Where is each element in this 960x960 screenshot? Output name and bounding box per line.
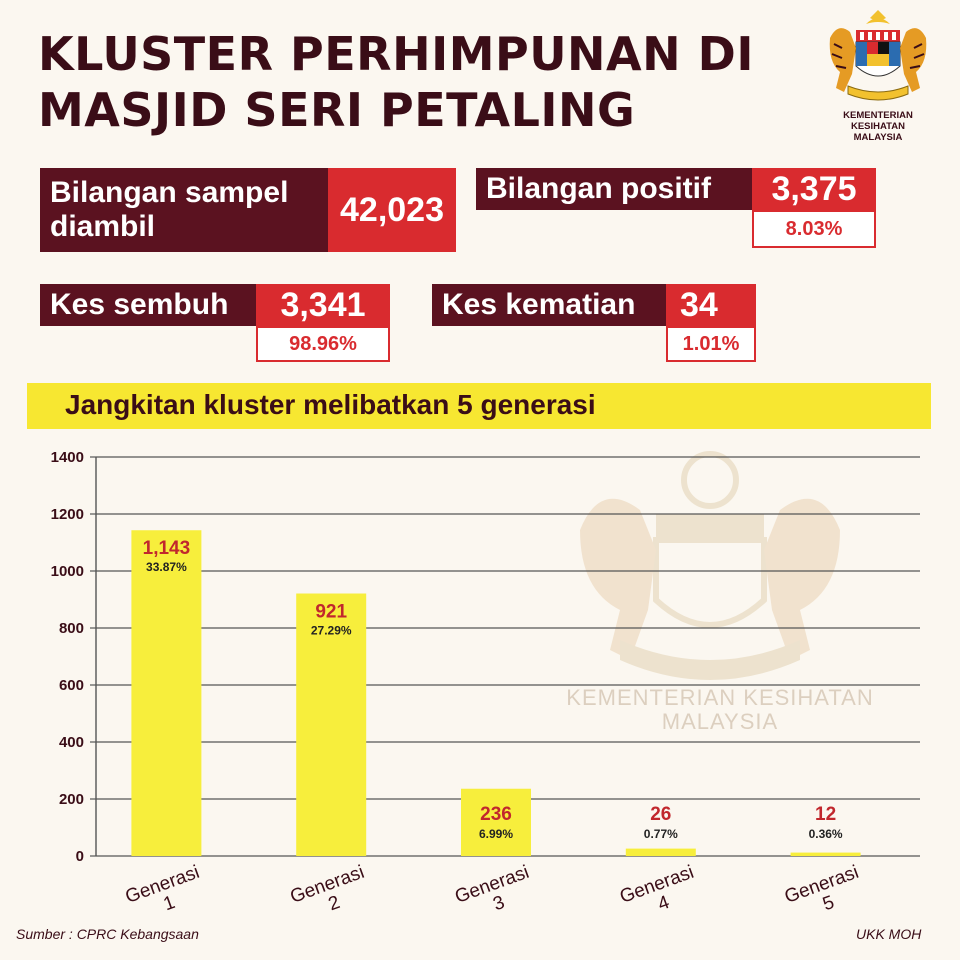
y-tick-label: 600 xyxy=(59,677,84,694)
y-tick-label: 1000 xyxy=(51,563,84,580)
y-tick-label: 800 xyxy=(59,620,84,637)
page-title: KLUSTER PERHIMPUNAN DI MASJID SERI PETAL… xyxy=(38,26,798,138)
deaths-label: Kes kematian xyxy=(432,284,672,326)
bar-value-label: 1,143 xyxy=(143,538,191,559)
watermark-line-1: KEMENTERIAN KESIHATAN xyxy=(566,685,874,710)
ministry-name-line-2: MALAYSIA xyxy=(853,132,903,143)
bar-value-label: 236 xyxy=(480,804,512,825)
bar-value-label: 921 xyxy=(315,602,347,623)
samples-label: Bilangan sampel diambil xyxy=(40,168,336,252)
source-note: Sumber : CPRC Kebangsaan xyxy=(16,926,199,942)
y-tick-label: 400 xyxy=(59,734,84,751)
y-tick-label: 200 xyxy=(59,791,84,808)
coat-of-arms-icon xyxy=(829,10,927,101)
recovered-percent: 98.96% xyxy=(256,326,390,362)
samples-label-line-2: diambil xyxy=(50,210,156,243)
samples-value: 42,023 xyxy=(328,168,456,252)
x-tick-label-line: 4 xyxy=(655,892,673,915)
watermark-line-2: MALAYSIA xyxy=(661,709,779,734)
x-tick-label-line: 3 xyxy=(490,892,507,915)
credit-note: UKK MOH xyxy=(856,926,922,942)
banner-text: Jangkitan kluster melibatkan 5 generasi xyxy=(65,389,596,420)
x-tick-label-line: 1 xyxy=(161,892,178,915)
positive-percent: 8.03% xyxy=(752,210,876,248)
y-tick-label: 1200 xyxy=(51,506,84,523)
positive-label: Bilangan positif xyxy=(476,168,764,210)
recovered-value: 3,341 xyxy=(256,284,390,326)
bar-value-label: 26 xyxy=(650,804,671,825)
bar xyxy=(461,788,531,856)
bar xyxy=(131,530,202,856)
bar-percent-label: 0.36% xyxy=(809,827,843,841)
ministry-logo: KEMENTERIAN KESIHATAN MALAYSIA xyxy=(818,8,938,143)
positive-value: 3,375 xyxy=(752,168,876,210)
samples-label-line-1: Bilangan sampel xyxy=(50,176,289,209)
bar-percent-label: 6.99% xyxy=(479,827,513,841)
recovered-label: Kes sembuh xyxy=(40,284,270,326)
bar-percent-label: 27.29% xyxy=(311,624,352,638)
watermark-coat-of-arms-icon xyxy=(580,451,840,680)
deaths-percent: 1.01% xyxy=(666,326,756,362)
watermark-text: KEMENTERIAN KESIHATAN MALAYSIA xyxy=(520,686,920,734)
bar-value-label: 12 xyxy=(815,804,836,825)
watermark-emblem xyxy=(560,440,860,694)
chart-banner: Jangkitan kluster melibatkan 5 generasi xyxy=(27,383,931,429)
ministry-name-line-1: KEMENTERIAN KESIHATAN xyxy=(843,110,913,132)
y-tick-label: 0 xyxy=(76,848,84,865)
bar xyxy=(790,852,861,856)
x-tick-label-line: 5 xyxy=(820,892,837,915)
title-line-1: KLUSTER PERHIMPUNAN DI xyxy=(38,27,754,81)
y-tick-label: 1400 xyxy=(51,449,84,466)
bar xyxy=(296,593,367,856)
bar-percent-label: 33.87% xyxy=(146,560,187,574)
x-tick-label-line: 2 xyxy=(326,892,343,915)
deaths-value: 34 xyxy=(666,284,756,326)
title-line-2: MASJID SERI PETALING xyxy=(38,83,636,137)
bar xyxy=(625,848,696,856)
bar-percent-label: 0.77% xyxy=(644,827,678,841)
